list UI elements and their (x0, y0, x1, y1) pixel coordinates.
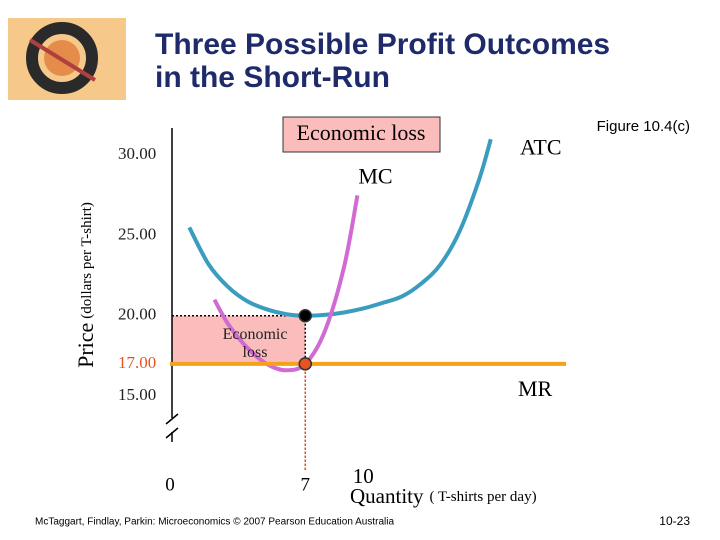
plot-area: 30.00 25.00 20.00 17.00 15.00 0 7 10 ATC MC MR (118, 128, 567, 495)
series-line (187, 138, 493, 318)
logo (8, 18, 126, 100)
y-tick-label: 17.00 (118, 353, 156, 372)
point (298, 308, 313, 323)
y-tick-label: 15.00 (118, 385, 156, 404)
y-tick-label: 20.00 (118, 305, 156, 324)
title: Three Possible Profit Outcomes in the Sh… (155, 28, 611, 94)
x-tick-label: 10 (353, 464, 374, 488)
y-label-unit: (dollars per T-shirt) (79, 202, 95, 319)
axis-break (165, 427, 179, 439)
series-label: MR (518, 376, 553, 401)
y-label: Price (73, 323, 98, 368)
figure-label: Figure 10.4(c) (597, 118, 690, 135)
annotation: Economic loss (297, 120, 426, 145)
x-tick-label: 0 (165, 474, 175, 495)
axis-break (165, 413, 179, 425)
series-label: MC (358, 163, 392, 188)
y-axis-label: Price (dollars per T-shirt) (73, 202, 98, 368)
point (298, 357, 313, 371)
footer: McTaggart, Findlay, Parkin: Microeconomi… (35, 517, 394, 528)
x-label-unit: ( T-shirts per day) (430, 489, 537, 505)
series-line (212, 195, 360, 373)
loss-label: Economic loss (222, 326, 288, 361)
x-axis-label: Quantity ( T-shirts per day) (350, 484, 537, 508)
x-tick-label: 7 (301, 474, 311, 495)
page-number: 10-23 (659, 514, 690, 528)
y-tick-label: 25.00 (118, 224, 156, 243)
series-label: ATC (520, 134, 562, 159)
x-label: Quantity (350, 484, 424, 508)
annotation-box (282, 116, 441, 153)
y-tick-label: 30.00 (118, 144, 156, 163)
